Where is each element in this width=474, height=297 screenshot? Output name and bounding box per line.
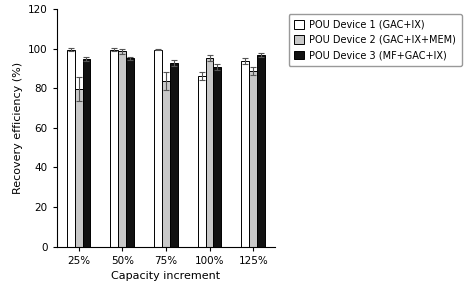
- Bar: [126, 59, 134, 247]
- Y-axis label: Recovery efficiency (%): Recovery efficiency (%): [12, 62, 23, 194]
- Bar: [213, 67, 221, 247]
- Bar: [241, 61, 249, 247]
- Bar: [162, 81, 170, 247]
- Bar: [74, 89, 82, 247]
- Bar: [67, 50, 74, 247]
- Bar: [170, 63, 178, 247]
- Bar: [257, 56, 265, 247]
- Legend: POU Device 1 (GAC+IX), POU Device 2 (GAC+IX+MEM), POU Device 3 (MF+GAC+IX): POU Device 1 (GAC+IX), POU Device 2 (GAC…: [289, 14, 462, 66]
- Bar: [110, 50, 118, 247]
- Bar: [206, 59, 213, 247]
- X-axis label: Capacity increment: Capacity increment: [111, 271, 220, 281]
- Bar: [249, 71, 257, 247]
- Bar: [82, 59, 91, 247]
- Bar: [118, 51, 126, 247]
- Bar: [154, 50, 162, 247]
- Bar: [198, 76, 206, 247]
